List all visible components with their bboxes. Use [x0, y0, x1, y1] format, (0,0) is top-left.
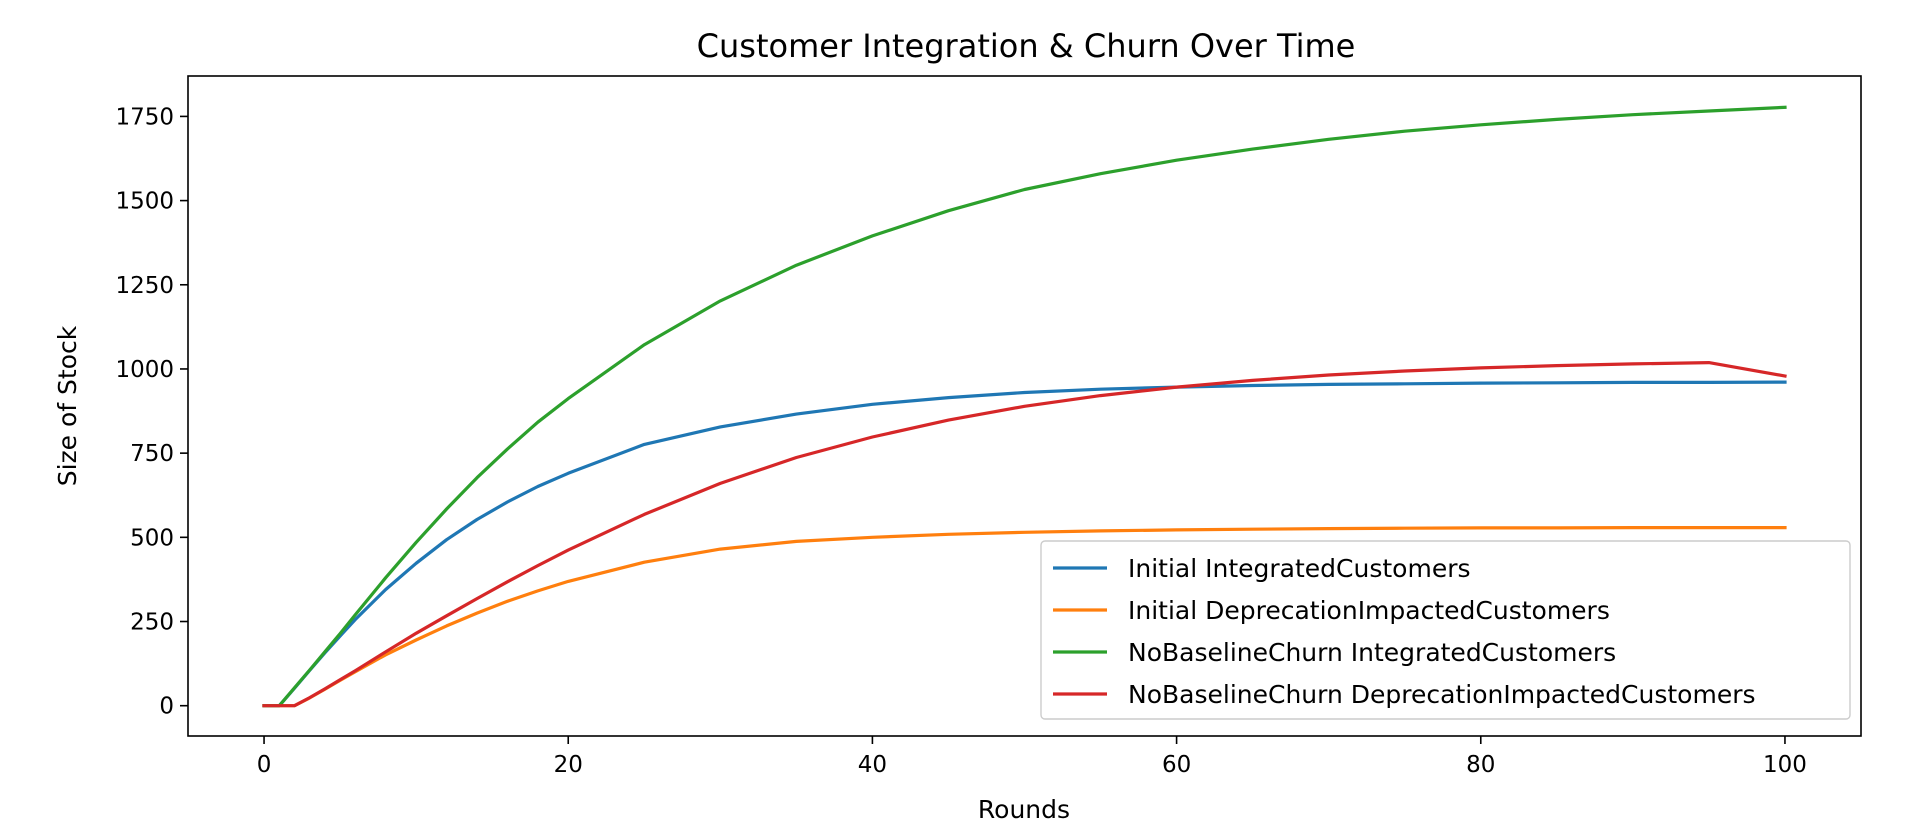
x-tick-label: 20 — [554, 752, 583, 778]
chart-title: Customer Integration & Churn Over Time — [697, 27, 1356, 65]
y-axis-label: Size of Stock — [53, 325, 82, 486]
x-tick-label: 0 — [257, 752, 272, 778]
y-tick-label: 750 — [130, 441, 174, 467]
series-line-4 — [262, 361, 1787, 708]
legend-label: NoBaselineChurn DeprecationImpactedCusto… — [1128, 680, 1756, 709]
x-tick-label: 100 — [1763, 752, 1807, 778]
y-tick-label: 1500 — [115, 189, 174, 215]
legend-label: NoBaselineChurn IntegratedCustomers — [1128, 638, 1616, 667]
plot-frame — [187, 75, 1862, 737]
y-axis-ticks: 0 250 500 750 1000 1250 1500 1750 — [115, 104, 188, 720]
plot-area — [262, 105, 1787, 708]
y-tick-label: 1750 — [115, 104, 174, 130]
series-line-3 — [262, 105, 1787, 708]
x-axis-ticks: 0 20 40 60 80 100 — [257, 736, 1807, 778]
legend-box — [1040, 540, 1851, 720]
legend-label: Initial DeprecationImpactedCustomers — [1128, 596, 1610, 625]
legend-label: Initial IntegratedCustomers — [1128, 554, 1471, 583]
y-tick-label: 0 — [159, 694, 174, 720]
x-axis-label: Rounds — [978, 795, 1070, 824]
x-tick-label: 40 — [858, 752, 887, 778]
legend: Initial IntegratedCustomers Initial Depre… — [1040, 540, 1851, 720]
y-tick-label: 1000 — [115, 357, 174, 383]
y-tick-label: 1250 — [115, 273, 174, 299]
y-tick-label: 250 — [130, 610, 174, 636]
y-tick-label: 500 — [130, 525, 174, 551]
x-tick-label: 80 — [1466, 752, 1495, 778]
x-tick-label: 60 — [1162, 752, 1191, 778]
